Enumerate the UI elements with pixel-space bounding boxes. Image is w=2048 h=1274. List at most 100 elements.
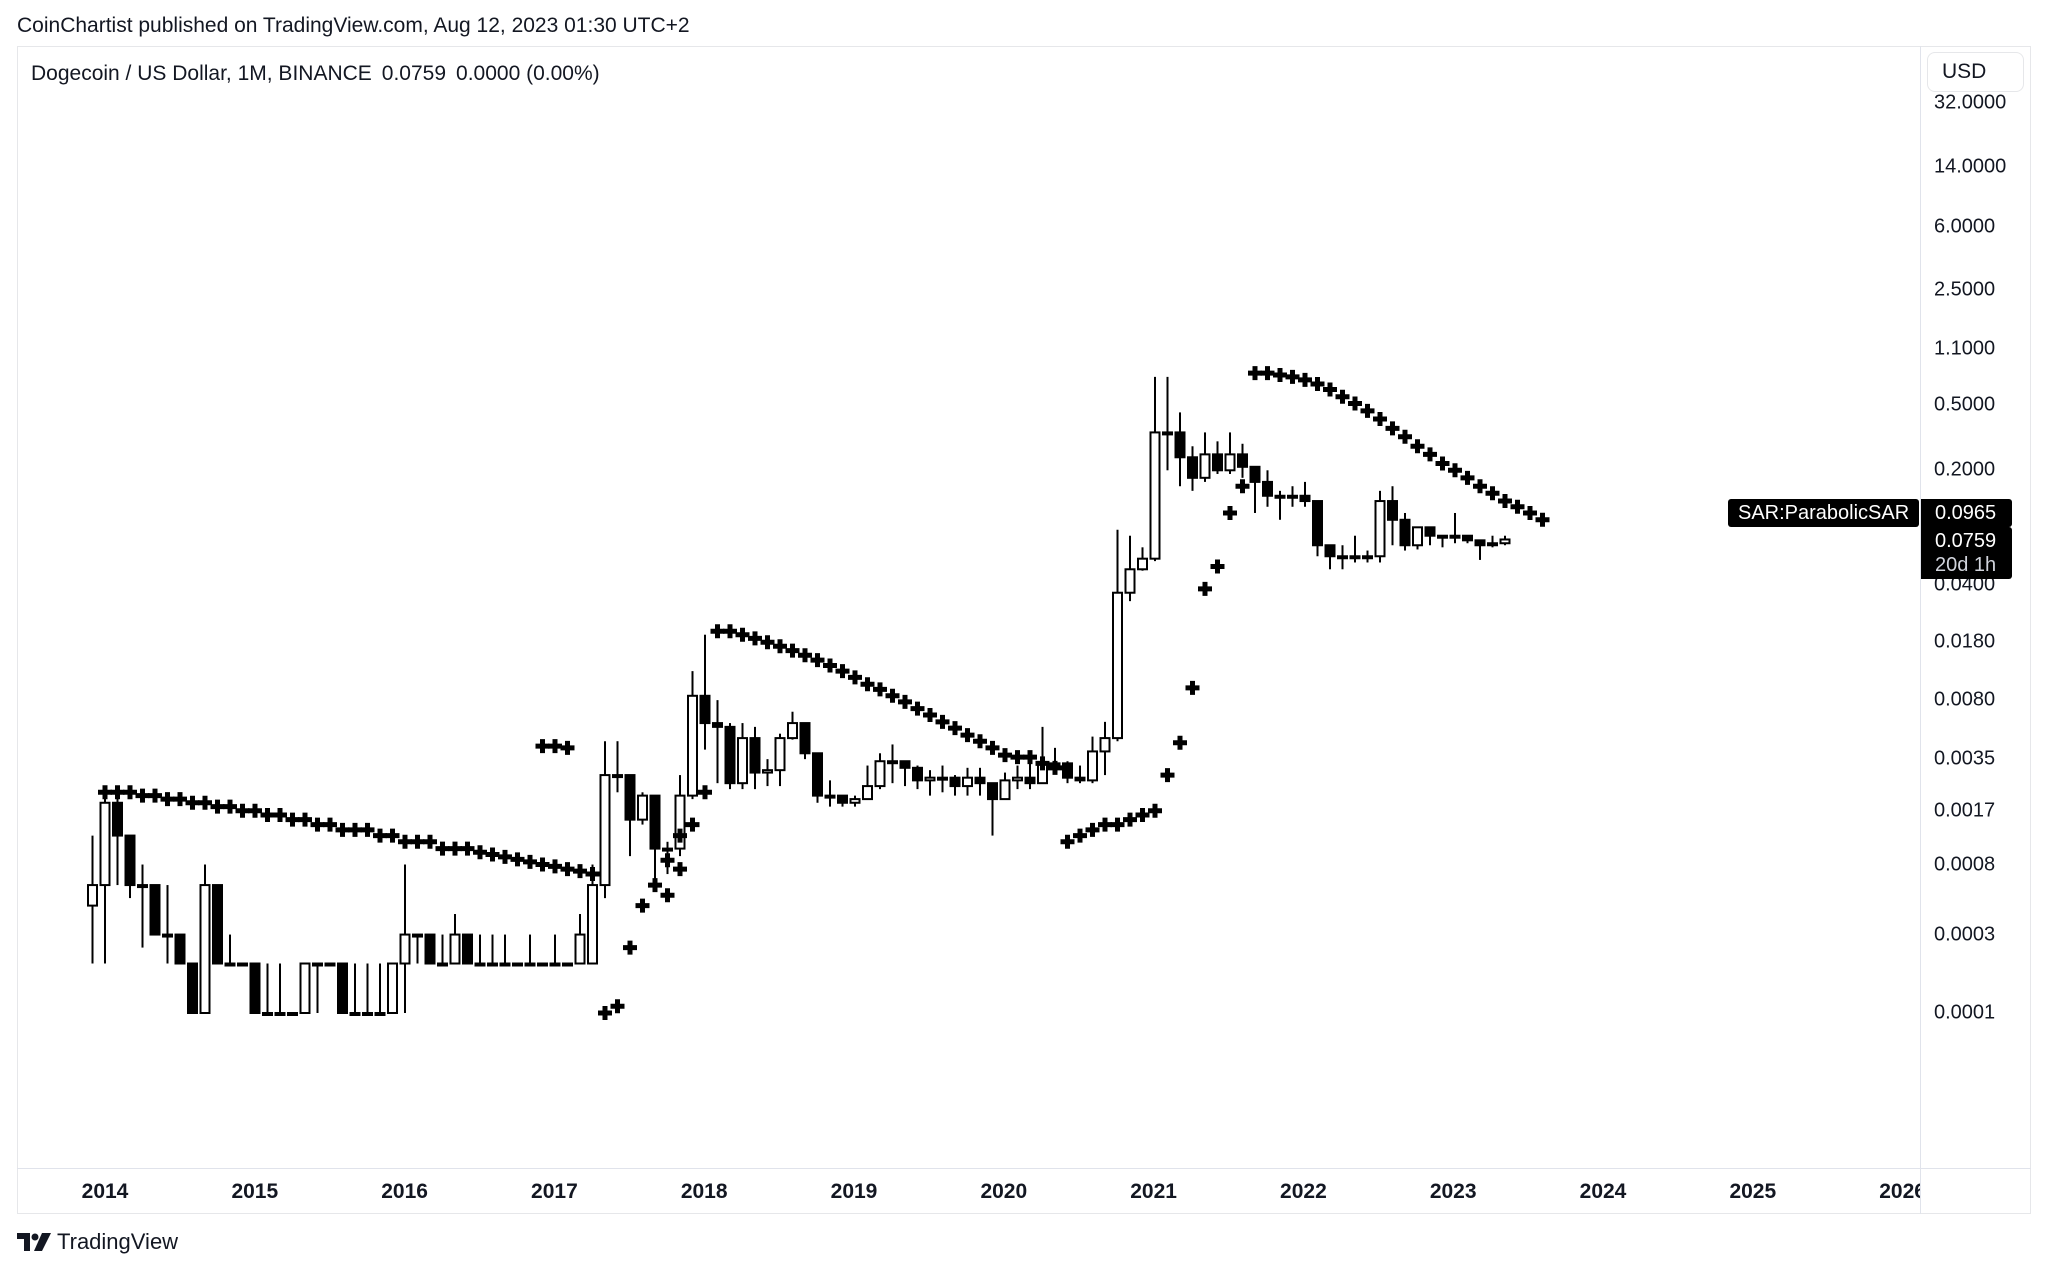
sar-dot-icon xyxy=(1285,369,1300,384)
sar-dot-icon xyxy=(948,721,962,736)
sar-dot-icon xyxy=(398,834,412,849)
time-axis-label: 2020 xyxy=(980,1180,1028,1203)
last-price-tag: 0.0759 20d 1h xyxy=(1921,527,2012,579)
candle xyxy=(862,765,873,801)
candle xyxy=(162,885,173,964)
sar-dot-icon xyxy=(410,834,425,849)
candle xyxy=(312,962,323,1013)
price-axis-label: 0.0180 xyxy=(1934,630,1996,653)
sar-dot-icon xyxy=(560,862,575,877)
candle xyxy=(849,795,861,807)
sar-dot-icon xyxy=(473,845,487,860)
price-axis-label: 0.0008 xyxy=(1934,853,1996,876)
sar-dot-icon xyxy=(760,635,775,650)
sar-dot-icon xyxy=(448,841,462,856)
sar-dot-icon xyxy=(460,841,475,856)
sar-dot-icon xyxy=(985,740,1000,755)
sar-dot-icon xyxy=(685,817,700,832)
tradingview-brand[interactable]: TradingView xyxy=(17,1229,178,1255)
sar-indicator-label: SAR:ParabolicSAR xyxy=(1728,499,1920,527)
candle xyxy=(449,914,461,965)
candle xyxy=(887,744,898,784)
candle xyxy=(1074,765,1086,784)
candle xyxy=(249,962,261,1014)
price-axis-label: 14.0000 xyxy=(1934,155,2007,178)
sar-dot-icon xyxy=(673,828,687,843)
candle xyxy=(1037,726,1048,785)
sar-dot-icon xyxy=(698,785,712,800)
candle xyxy=(1324,544,1336,570)
last-price-value: 0.0759 xyxy=(1935,530,1997,552)
sar-dot-icon xyxy=(548,859,562,874)
time-axis-label: 2019 xyxy=(830,1180,878,1203)
candle xyxy=(1349,535,1361,563)
candle xyxy=(812,752,823,803)
candle xyxy=(1212,441,1223,474)
candle xyxy=(1162,376,1173,471)
sar-dot-icon xyxy=(798,648,812,663)
candle xyxy=(324,962,336,967)
sar-dot-icon xyxy=(185,795,200,810)
candle xyxy=(1099,721,1111,776)
candle xyxy=(999,772,1011,801)
candle xyxy=(924,770,936,796)
candle xyxy=(1237,443,1248,478)
candle xyxy=(912,765,923,790)
sar-dot-icon xyxy=(273,808,287,823)
candle xyxy=(1149,376,1161,562)
candle xyxy=(687,671,698,800)
time-axis-label: 2014 xyxy=(81,1180,129,1203)
candle xyxy=(1224,432,1236,474)
sar-dot-icon xyxy=(623,940,637,955)
sar-dot-icon xyxy=(123,785,137,800)
sar-dot-icon xyxy=(1510,499,1525,514)
candle xyxy=(1249,465,1261,513)
candle xyxy=(262,963,273,1016)
sar-dot-icon xyxy=(1535,512,1550,527)
currency-button[interactable]: USD xyxy=(1927,52,2024,92)
candle xyxy=(337,962,348,1014)
sar-dot-icon xyxy=(1460,470,1475,485)
sar-dot-icon xyxy=(523,854,537,869)
sar-dot-icon xyxy=(1173,735,1187,750)
sar-dot-icon xyxy=(1223,505,1237,520)
sar-dot-icon xyxy=(310,817,325,832)
sar-dot-icon xyxy=(848,670,862,685)
candle xyxy=(1449,512,1461,544)
candle xyxy=(1274,490,1286,520)
sar-dot-icon xyxy=(160,792,175,807)
candle xyxy=(749,726,761,790)
sar-dot-icon xyxy=(935,714,950,729)
sar-dot-icon xyxy=(785,643,800,658)
sar-dot-icon xyxy=(610,999,625,1014)
sar-dot-icon xyxy=(1148,803,1162,818)
sar-dot-icon xyxy=(1248,366,1262,381)
candle xyxy=(524,934,536,967)
legend-symbol: Dogecoin / US Dollar, 1M, BINANCE xyxy=(31,62,372,85)
candle xyxy=(274,963,286,1016)
price-axis-label: 6.0000 xyxy=(1934,215,1996,238)
sar-dot-icon xyxy=(810,653,825,668)
candle xyxy=(674,775,686,857)
price-axis-label: 2.5000 xyxy=(1934,278,1996,301)
sar-dot-icon xyxy=(335,822,350,837)
candle xyxy=(787,711,798,740)
sar-dot-icon xyxy=(1048,760,1062,775)
brand-name: TradingView xyxy=(57,1229,179,1254)
sar-dot-icon xyxy=(98,785,112,800)
sar-dot-icon xyxy=(898,694,912,709)
candle xyxy=(612,741,623,793)
chart-frame xyxy=(17,46,2031,1214)
time-axis-label: 2021 xyxy=(1130,1180,1177,1203)
candle xyxy=(1137,547,1148,571)
time-axis-label: 2022 xyxy=(1280,1180,1327,1203)
candle xyxy=(87,835,98,964)
candle xyxy=(462,933,473,965)
sar-dot-icon xyxy=(773,639,787,654)
candle xyxy=(549,934,561,967)
time-axis-label: 2026 xyxy=(1879,1180,1920,1203)
time-axis-label: 2025 xyxy=(1729,1180,1777,1203)
candle xyxy=(299,962,311,1014)
candle xyxy=(399,864,411,1013)
